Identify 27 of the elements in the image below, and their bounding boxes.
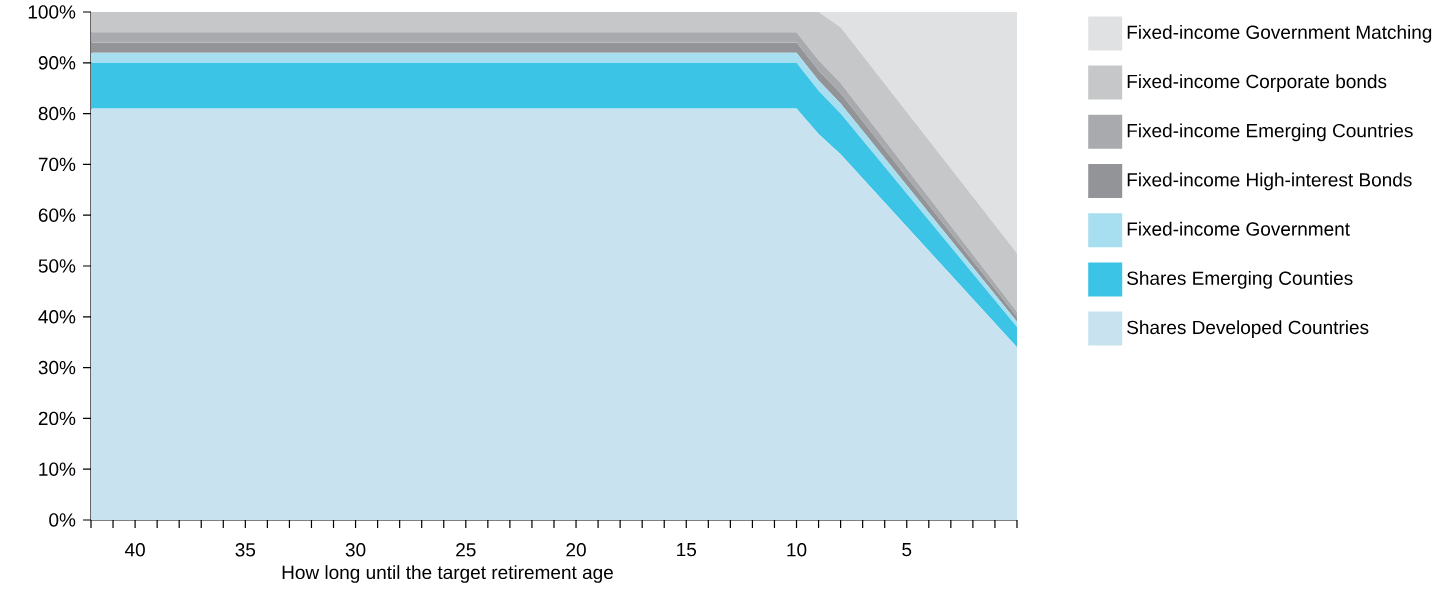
y-tick-label: 50%	[38, 259, 76, 273]
x-tick-label: 15	[677, 543, 697, 557]
x-tick-label: 10	[787, 543, 807, 557]
y-tick-label: 40%	[38, 310, 76, 324]
y-tick-label: 60%	[38, 208, 76, 222]
y-tick-label: 90%	[38, 56, 76, 70]
x-tick-label: 40	[124, 543, 145, 557]
y-tick-label: 30%	[38, 360, 76, 375]
legend-label: Fixed-income Government Matching	[1127, 25, 1432, 43]
y-tick-label: 80%	[38, 106, 76, 121]
x-tick-label: 30	[345, 543, 366, 557]
y-tick-label: 0%	[49, 513, 76, 527]
legend-label: Fixed-income Emerging Countries	[1127, 123, 1413, 142]
legend-label: Fixed-income Government	[1127, 221, 1350, 236]
y-tick-label: 20%	[38, 411, 76, 426]
x-tick-label: 5	[902, 543, 912, 557]
legend-label: Shares Developed Countries	[1127, 320, 1369, 338]
legend-label: Shares Emerging Counties	[1127, 271, 1353, 289]
legend-label: Fixed-income High-interest Bonds	[1127, 172, 1412, 191]
x-tick-label: 20	[566, 543, 586, 557]
y-tick-label: 10%	[39, 462, 76, 476]
y-tick-label: 70%	[38, 157, 76, 172]
x-tick-label: 25	[456, 543, 476, 557]
legend-label: Fixed-income Corporate bonds	[1127, 74, 1387, 92]
y-tick-label: 100%	[28, 5, 76, 19]
x-axis-title: How long until the target retirement age	[282, 565, 613, 583]
x-tick-label: 35	[235, 543, 256, 557]
